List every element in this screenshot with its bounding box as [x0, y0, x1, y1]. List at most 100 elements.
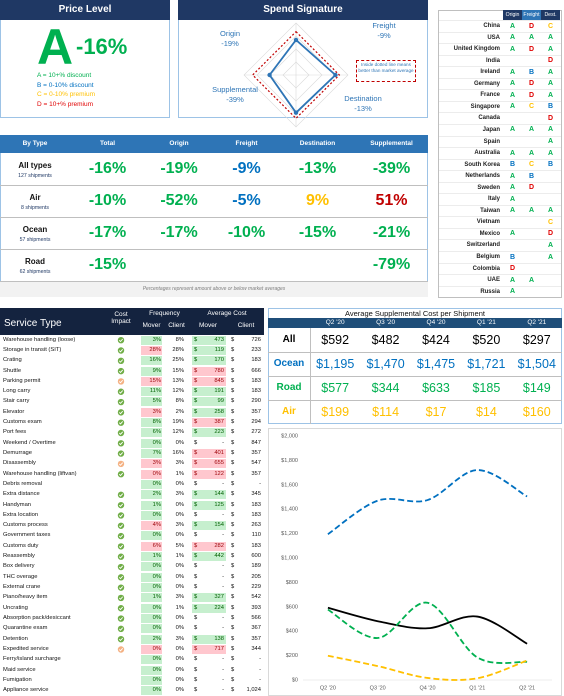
- cost-cell: [192, 644, 226, 654]
- percent-value: -15%: [298, 224, 337, 241]
- impact-icon: [117, 635, 125, 643]
- service-name: Extra distance: [3, 491, 40, 498]
- mover-cost: 125: [214, 501, 224, 508]
- radar-label: Freight: [372, 21, 396, 30]
- impact-check: [118, 359, 124, 363]
- y-tick-label: $800: [286, 580, 298, 586]
- client-frequency: 8%: [175, 398, 184, 405]
- currency: $: [231, 645, 235, 652]
- impact-check: [118, 493, 124, 497]
- country-name: Ireland: [480, 69, 500, 76]
- row-divider: [439, 123, 561, 125]
- frequency-cell: [141, 583, 162, 593]
- impact-icon: [117, 615, 125, 622]
- cost-cell: [192, 376, 226, 386]
- impact-check: [118, 565, 124, 569]
- impact-check: [118, 648, 124, 652]
- client-cost: -: [259, 676, 261, 683]
- impact-icon: [117, 347, 125, 354]
- client-cost: 600: [251, 553, 261, 560]
- note-text: Inside dotted line means better than mar…: [358, 62, 414, 73]
- client-cost: 272: [251, 429, 261, 436]
- frequency-cell: [141, 335, 162, 345]
- currency: $: [231, 635, 235, 642]
- row-divider: [268, 376, 562, 377]
- mover-cost: -: [222, 563, 224, 570]
- grade: C: [528, 161, 535, 169]
- client-frequency: 5%: [175, 542, 184, 549]
- impact-check: [118, 421, 124, 425]
- column-divider: [310, 352, 311, 376]
- grade: A: [547, 45, 554, 53]
- impact-check: [118, 544, 124, 549]
- country-name: UAE: [487, 277, 500, 284]
- service-name: Debris removal: [3, 480, 42, 487]
- service-name: Weekend / Overtime: [3, 439, 56, 446]
- percent-value: -16%: [88, 160, 127, 177]
- cost-value: $592: [321, 333, 350, 347]
- mover-frequency: 0%: [152, 532, 161, 539]
- grade: A: [509, 288, 516, 296]
- service-name: Long carry: [3, 388, 31, 395]
- service-name: Customs process: [3, 522, 48, 529]
- currency: $: [194, 357, 198, 364]
- grade: A: [547, 68, 554, 76]
- cost-value: $160: [522, 405, 551, 419]
- grade: B: [528, 68, 535, 76]
- column-header: Freight: [523, 11, 540, 18]
- impact-icon: [117, 388, 125, 395]
- mover-cost: -: [222, 511, 224, 518]
- row-divider: [439, 262, 561, 264]
- impact-icon: [117, 605, 125, 612]
- impact-check: [118, 431, 124, 435]
- cost-value: $199: [321, 405, 350, 419]
- footnote-band: [0, 281, 428, 297]
- client-frequency: 0%: [175, 584, 184, 591]
- mover-cost: 401: [214, 450, 224, 456]
- x-tick-label: Q2 '20: [320, 685, 336, 691]
- column-header-cell: [541, 10, 560, 20]
- currency: $: [194, 346, 198, 353]
- service-name: Government taxes: [3, 532, 51, 539]
- column-header: Q2 '21: [527, 319, 547, 326]
- currency: $: [231, 625, 235, 632]
- row-divider: [439, 158, 561, 160]
- grade: A: [528, 207, 535, 215]
- client-cost: -: [259, 480, 261, 487]
- grade: D: [547, 57, 554, 65]
- price-value: -16%: [76, 34, 128, 59]
- cost-value: $1,470: [366, 357, 405, 371]
- service-name: Fumigation: [3, 676, 32, 683]
- service-name: Warehouse handling (loose): [3, 336, 76, 343]
- client-frequency: 0%: [175, 625, 184, 632]
- currency: $: [194, 377, 198, 384]
- column-header-cell: [522, 10, 541, 20]
- grade: A: [528, 149, 535, 157]
- row-divider: [439, 43, 561, 44]
- grade: A: [509, 80, 516, 88]
- row-divider: [439, 54, 561, 56]
- service-name: Customs exam: [3, 419, 42, 426]
- mover-frequency: 1%: [152, 553, 161, 560]
- cost-value: $149: [522, 381, 551, 395]
- currency: $: [231, 604, 235, 611]
- grade: A: [528, 34, 535, 42]
- cost-value: $17: [425, 405, 447, 419]
- row-shipments: 62 shipments: [19, 269, 51, 275]
- impact-check: [118, 637, 124, 642]
- service-name: Appliance service: [3, 687, 49, 694]
- currency: $: [231, 346, 235, 353]
- service-name: Crating: [3, 357, 22, 364]
- client-frequency: 15%: [172, 367, 184, 374]
- client-cost: 666: [251, 367, 261, 374]
- series-line: [327, 469, 528, 535]
- currency: $: [194, 604, 198, 611]
- cost-cell: [192, 603, 226, 613]
- client-frequency: 0%: [175, 532, 184, 539]
- client-frequency: 25%: [172, 357, 184, 364]
- country-name: USA: [487, 34, 500, 41]
- grade: A: [547, 138, 554, 145]
- service-name: Disassembly: [3, 460, 36, 467]
- cost-cell: [192, 418, 226, 428]
- currency: $: [194, 408, 198, 415]
